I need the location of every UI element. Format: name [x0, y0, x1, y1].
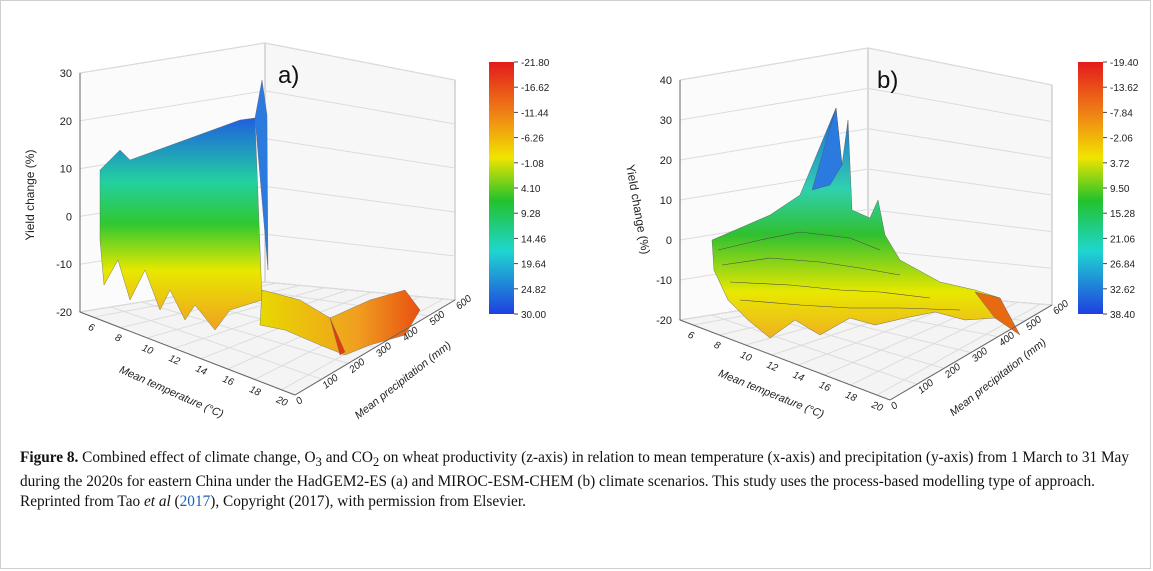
x-tick-b-4: 14	[791, 370, 806, 385]
colorbar-tick-b-1: -13.62	[1110, 83, 1139, 94]
caption-etal: et al	[143, 493, 171, 511]
colorbar-tick-a-8: 19.64	[521, 260, 546, 271]
colorbar-tick-b-8: 26.84	[1110, 260, 1135, 271]
z-axis-label-a: Yield change (%)	[23, 150, 37, 241]
colorbar-tick-a-9: 24.82	[521, 285, 546, 296]
colorbar-a	[489, 62, 514, 314]
z-axis-label-b: Yield change (%)	[623, 163, 653, 255]
z-tick-b-4: 0	[666, 235, 672, 247]
z-tick-b-2: 20	[660, 155, 672, 167]
colorbar-tick-b-6: 15.28	[1110, 209, 1135, 220]
x-tick-b-3: 12	[765, 360, 780, 375]
colorbar-tick-a-3: -6.26	[521, 134, 544, 145]
y-tick-b-0: 0	[889, 400, 901, 412]
colorbar-tick-a-4: -1.08	[521, 159, 544, 170]
z-tick-b-3: 10	[660, 195, 672, 207]
z-tick-a-3: 0	[66, 211, 72, 223]
colorbar-tick-b-4: 3.72	[1110, 159, 1130, 170]
colorbar-tick-b-5: 9.50	[1110, 184, 1130, 195]
x-axis-label-a: Mean temperature (°C)	[117, 364, 225, 421]
colorbar-tick-a-2: -11.44	[521, 108, 549, 119]
x-tick-b-2: 10	[738, 350, 753, 365]
x-tick-a-0: 6	[86, 322, 96, 334]
y-tick-a-6: 600	[454, 293, 474, 312]
colorbar-b	[1078, 62, 1103, 314]
x-tick-a-2: 10	[140, 343, 155, 358]
x-tick-b-1: 8	[712, 340, 722, 352]
caption-text-3: on wheat productivity (z-axis) in relati…	[20, 449, 1129, 511]
surface-a	[99, 79, 421, 356]
x-tick-a-1: 8	[113, 332, 123, 344]
figure-caption: Figure 8. Combined effect of climate cha…	[20, 448, 1130, 512]
colorbar-tick-a-0: -21.80	[521, 58, 550, 69]
x-tick-b-0: 6	[686, 330, 696, 342]
x-axis-label-b: Mean temperature (°C)	[717, 368, 826, 421]
caption-sub-1: 3	[315, 455, 322, 470]
caption-text-4: (	[170, 493, 180, 511]
colorbar-tick-a-10: 30.00	[521, 310, 546, 321]
y-tick-b-6: 600	[1051, 298, 1071, 317]
colorbar-tick-b-7: 21.06	[1110, 234, 1135, 245]
z-tick-a-4: -10	[56, 259, 72, 271]
y-tick-a-0: 0	[294, 395, 306, 407]
panel-label-b: b)	[877, 67, 898, 94]
z-tick-b-0: 40	[660, 75, 672, 87]
surface-b	[711, 107, 1021, 339]
x-tick-a-3: 12	[167, 353, 182, 368]
z-tick-a-2: 10	[60, 164, 72, 176]
z-tick-a-5: -20	[56, 307, 72, 319]
z-tick-b-6: -20	[656, 315, 672, 327]
x-tick-a-6: 18	[247, 384, 262, 399]
z-tick-a-1: 20	[60, 116, 72, 128]
z-tick-a-0: 30	[60, 68, 72, 80]
x-tick-a-5: 16	[221, 374, 236, 389]
x-tick-b-7: 20	[869, 399, 885, 414]
caption-label: Figure 8.	[20, 449, 79, 466]
caption-text-5: ), Copyright (2017), with permission fro…	[210, 493, 526, 511]
colorbar-tick-a-7: 14.46	[521, 234, 546, 245]
colorbar-tick-b-3: -2.06	[1110, 134, 1133, 145]
colorbar-tick-b-2: -7.84	[1110, 108, 1133, 119]
colorbar-tick-a-5: 4.10	[521, 184, 541, 195]
caption-sub-2: 2	[372, 455, 380, 470]
x-tick-b-6: 18	[843, 390, 858, 405]
colorbar-tick-a-1: -16.62	[521, 83, 550, 94]
colorbar-tick-b-10: 38.40	[1110, 310, 1135, 321]
x-tick-a-4: 14	[194, 363, 209, 378]
z-tick-b-1: 30	[660, 115, 672, 127]
caption-text-1: Combined effect of climate change, O	[78, 449, 316, 466]
panel-label-a: a)	[278, 62, 299, 89]
x-tick-b-5: 16	[817, 380, 832, 395]
x-tick-a-7: 20	[273, 394, 289, 409]
z-tick-b-5: -10	[656, 275, 672, 287]
colorbar-tick-b-9: 32.62	[1110, 285, 1135, 296]
colorbar-tick-b-0: -19.40	[1110, 58, 1139, 69]
caption-citation-link[interactable]: 2017	[179, 493, 211, 511]
caption-text-2: and CO	[321, 449, 373, 466]
colorbar-tick-a-6: 9.28	[521, 209, 541, 220]
